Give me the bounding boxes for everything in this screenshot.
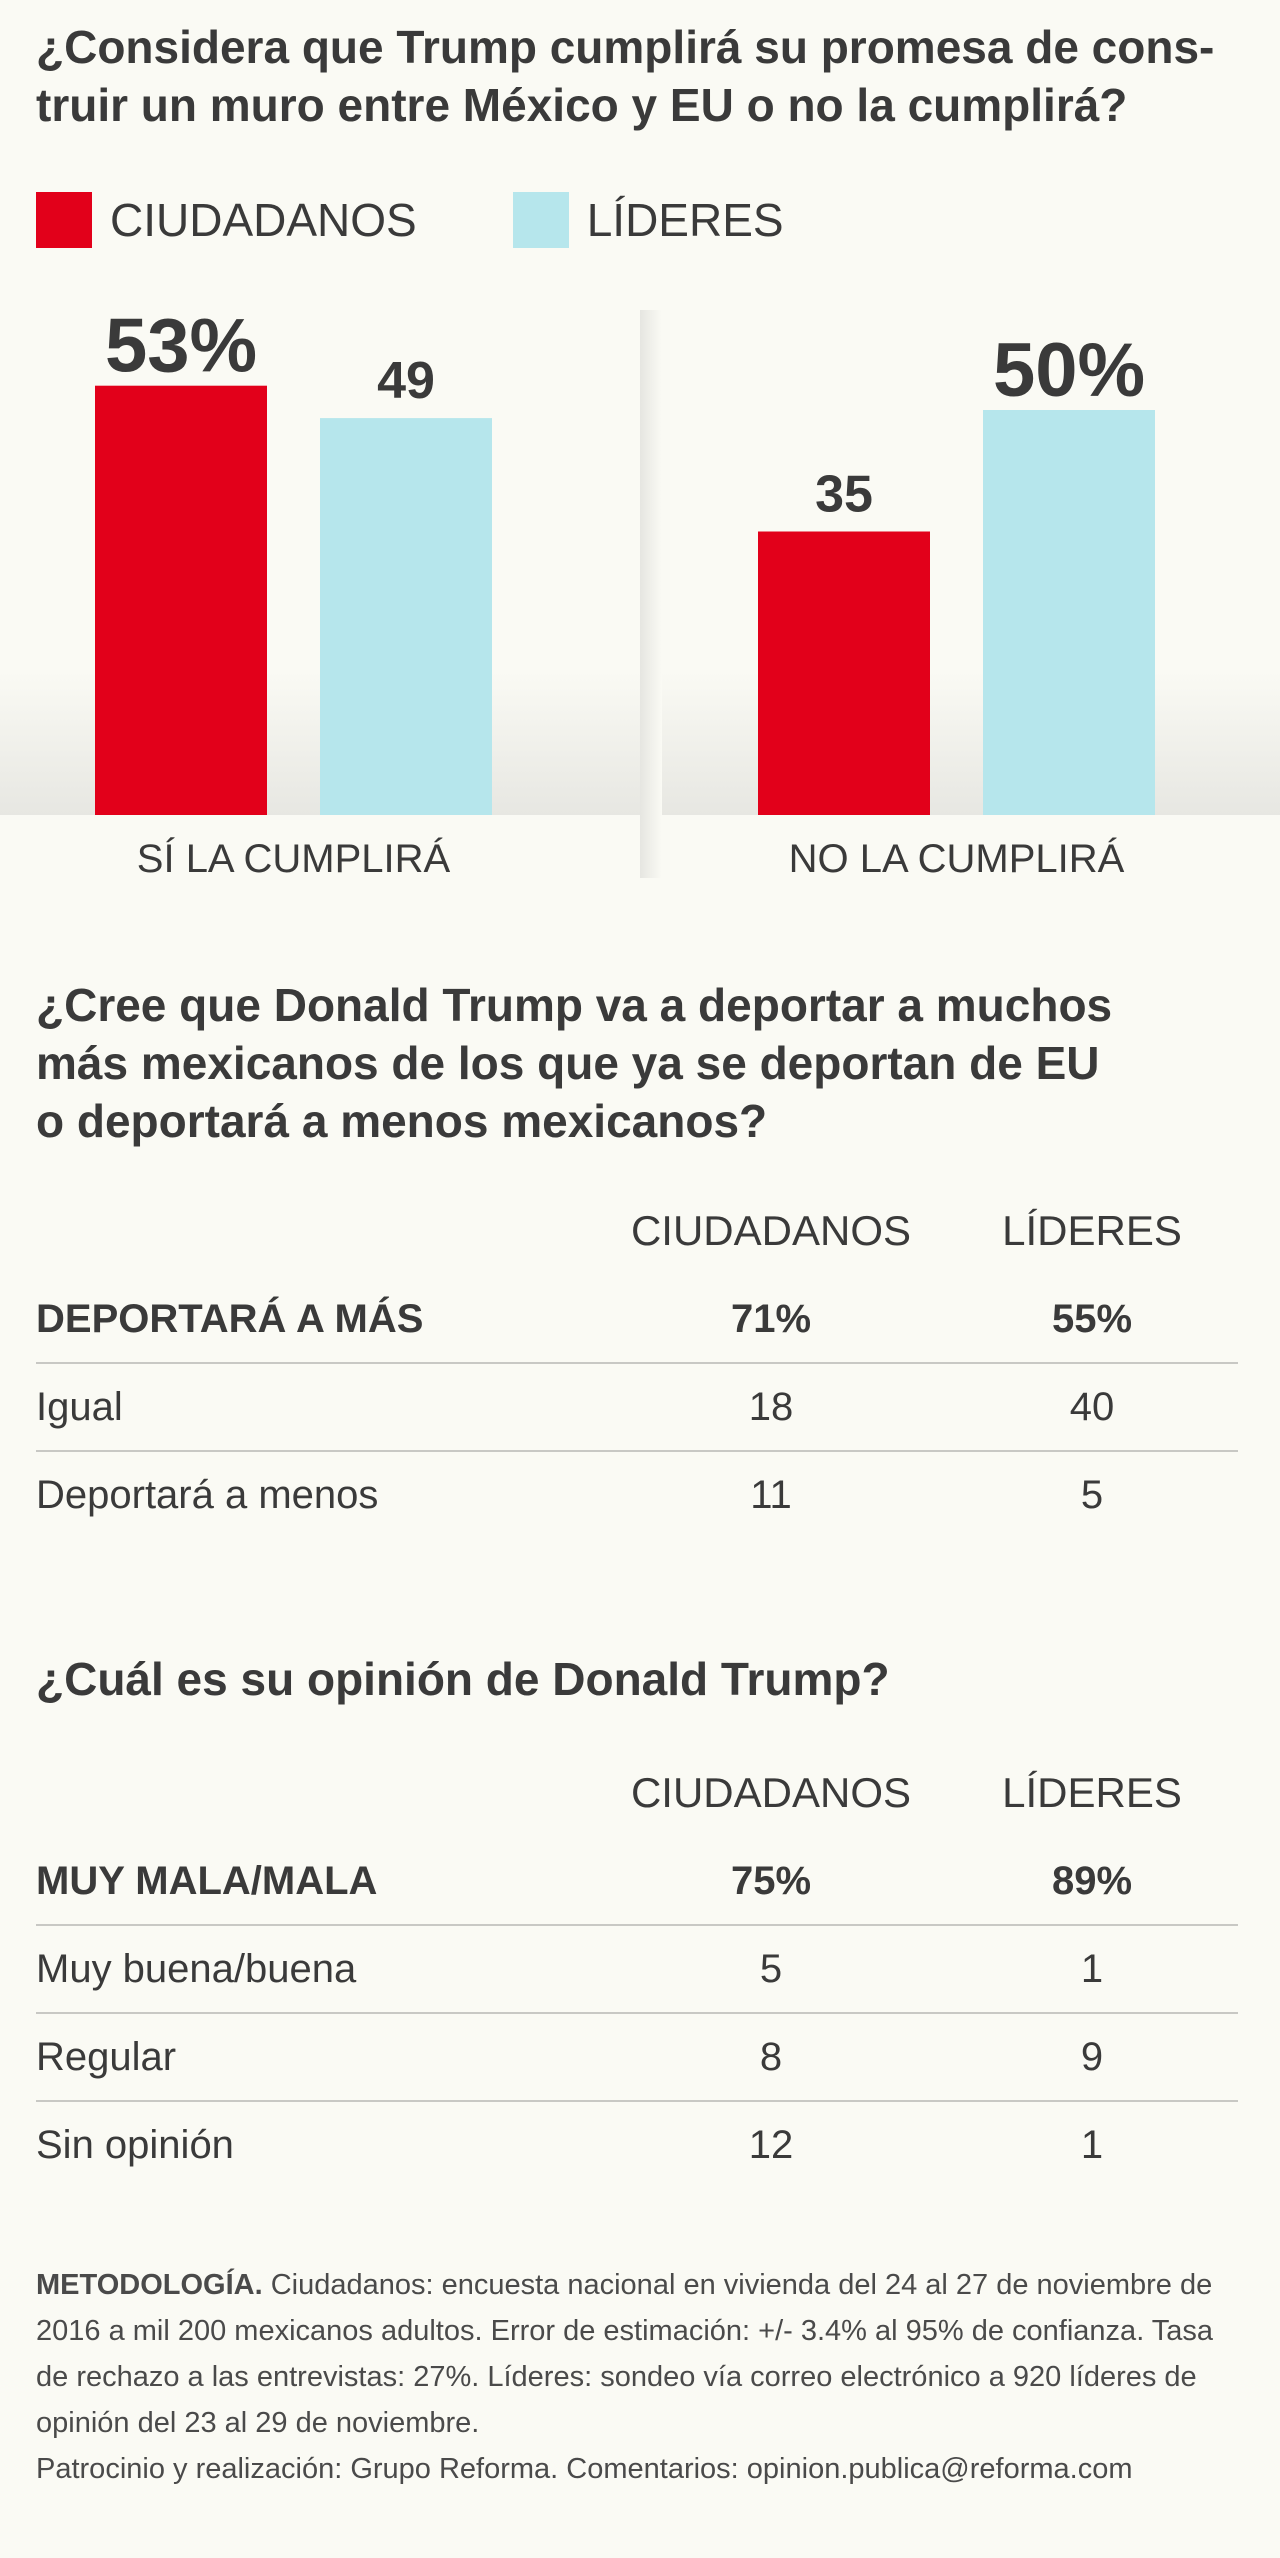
bar-chart: 53% 49 SÍ LA CUMPLIRÁ 35 50% NO LA CUMPLIRÁ [0,304,1280,880]
table-row: Deportará a menos 11 5 [36,1450,1238,1538]
bar-lideres-no-la-cumplira [983,410,1155,815]
cell-citizens: 11 [750,1472,792,1517]
cell-leaders: 1 [1080,2122,1104,2167]
row-label: Sin opinión [36,2122,234,2167]
methodology-text: Ciudadanos: encuesta nacional en viviend… [36,2269,1214,2439]
column-header-citizens: CIUDADANOS [630,1769,912,1816]
table-row: DEPORTARÁ A MÁS 71% 55% [36,1276,1238,1362]
cell-citizens: 8 [759,2034,783,2079]
cell-leaders: 89% [1051,1858,1133,1903]
category-label-si-la-cumplira: SÍ LA CUMPLIRÁ [137,836,451,880]
data-label-ciudadanos-no-la-cumplira: 35 [815,466,873,524]
row-label: DEPORTARÁ A MÁS [36,1296,424,1341]
chart-legend: CIUDADANOS LÍDERES [36,192,880,248]
legend-swatch-citizens [36,192,92,248]
bar-lideres-si-la-cumplira [320,418,492,815]
legend-item-citizens: CIUDADANOS [36,192,417,248]
section3-title: ¿Cuál es su opinión de Donald Trump? [36,1650,1236,1708]
section2-title-line-1: ¿Cree que Donald Trump va a deportar a m… [36,979,1113,1031]
table-header: CIUDADANOS LÍDERES [36,1186,1238,1276]
row-label: Muy buena/buena [36,1946,357,1991]
chart-title-line-1: ¿Considera que Trump cumplirá su promesa… [36,21,1215,73]
cell-citizens: 12 [748,2122,794,2167]
cell-citizens: 5 [759,1946,783,1991]
section2-title-line-2: más mexicanos de los que ya se deportan … [36,1037,1100,1089]
column-header-leaders: LÍDERES [1002,1207,1182,1254]
table-row: Muy buena/buena 5 1 [36,1924,1238,2012]
methodology-label: METODOLOGÍA. [36,2269,263,2301]
methodology-note: METODOLOGÍA. Ciudadanos: encuesta nacion… [36,2262,1246,2492]
section2-title-line-3: o deportará a menos mexicanos? [36,1095,768,1147]
chart-title-line-2: truir un muro entre México y EU o no la … [36,79,1128,131]
table-row: Igual 18 40 [36,1362,1238,1450]
row-label: Igual [36,1384,123,1429]
bar-ciudadanos-no-la-cumplira [758,531,930,815]
row-label: MUY MALA/MALA [36,1858,378,1903]
cell-leaders: 40 [1069,1384,1115,1429]
row-label: Deportará a menos [36,1472,379,1517]
column-header-leaders: LÍDERES [1002,1769,1182,1816]
legend-swatch-leaders [512,192,569,248]
section2-title: ¿Cree que Donald Trump va a deportar a m… [36,976,1236,1150]
cell-leaders: 5 [1080,1472,1104,1517]
opinion-table: CIUDADANOS LÍDERES MUY MALA/MALA 75% 89%… [36,1748,1238,2188]
cell-leaders: 55% [1051,1296,1133,1341]
bar-ciudadanos-si-la-cumplira [95,385,267,815]
credits-text: Patrocinio y realización: Grupo Reforma.… [36,2453,1133,2485]
column-header-citizens: CIUDADANOS [630,1207,912,1254]
table-header: CIUDADANOS LÍDERES [36,1748,1238,1838]
legend-label-citizens: CIUDADANOS [110,194,417,246]
table-row: Regular 8 9 [36,2012,1238,2100]
table-row: Sin opinión 12 1 [36,2100,1238,2188]
legend-item-leaders: LÍDERES [512,192,784,248]
category-label-no-la-cumplira: NO LA CUMPLIRÁ [789,836,1125,880]
data-label-lideres-si-la-cumplira: 49 [377,352,435,410]
section3-title-text: ¿Cuál es su opinión de Donald Trump? [36,1653,890,1705]
cell-citizens: 75% [730,1858,812,1903]
chart-group-divider [640,310,662,878]
data-label-ciudadanos-si-la-cumplira: 53% [105,304,257,389]
cell-citizens: 18 [748,1384,794,1429]
table-row: MUY MALA/MALA 75% 89% [36,1838,1238,1924]
cell-citizens: 71% [730,1296,812,1341]
cell-leaders: 1 [1080,1946,1104,1991]
deportation-table: CIUDADANOS LÍDERES DEPORTARÁ A MÁS 71% 5… [36,1186,1238,1538]
data-label-lideres-no-la-cumplira: 50% [993,328,1145,413]
chart-title: ¿Considera que Trump cumplirá su promesa… [36,18,1236,134]
legend-label-leaders: LÍDERES [586,194,784,246]
cell-leaders: 9 [1080,2034,1104,2079]
row-label: Regular [36,2034,177,2079]
